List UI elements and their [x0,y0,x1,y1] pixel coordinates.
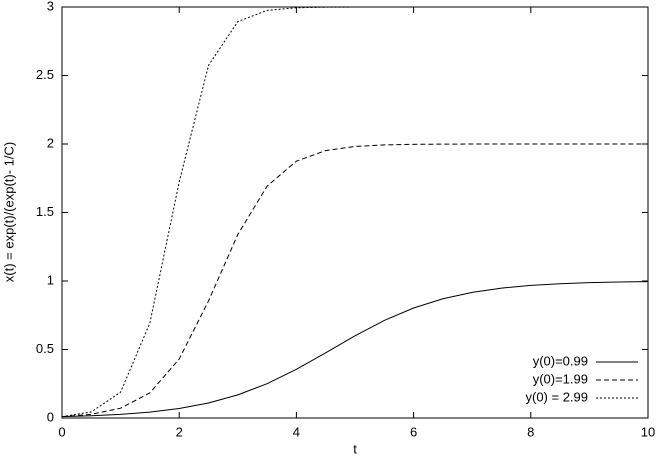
y-tick-label: 1.5 [36,204,54,219]
legend-label: y(0)=1.99 [533,371,588,386]
y-tick-label: 2.5 [36,67,54,82]
y-axis-label: x(t) = exp(t)/(exp(t)- 1/C) [1,142,16,283]
y-tick-label: 3 [47,0,54,13]
data-line [61,143,648,418]
x-tick-label: 6 [410,424,417,439]
y-tick-label: 0 [47,409,54,424]
data-line [61,6,648,418]
y-tick-label: 2 [47,135,54,150]
x-tick-label: 10 [641,424,655,439]
legend-label: y(0)=0.99 [533,353,588,368]
data-line [61,281,649,418]
y-tick-label: 0.5 [36,341,54,356]
y-tick-label: 1 [47,272,54,287]
x-tick-label: 2 [176,424,183,439]
legend-label: y(0) = 2.99 [525,389,588,404]
x-tick-label: 8 [527,424,534,439]
x-tick-label: 0 [58,424,65,439]
x-axis-label: t [353,441,357,456]
x-tick-label: 4 [293,424,300,439]
